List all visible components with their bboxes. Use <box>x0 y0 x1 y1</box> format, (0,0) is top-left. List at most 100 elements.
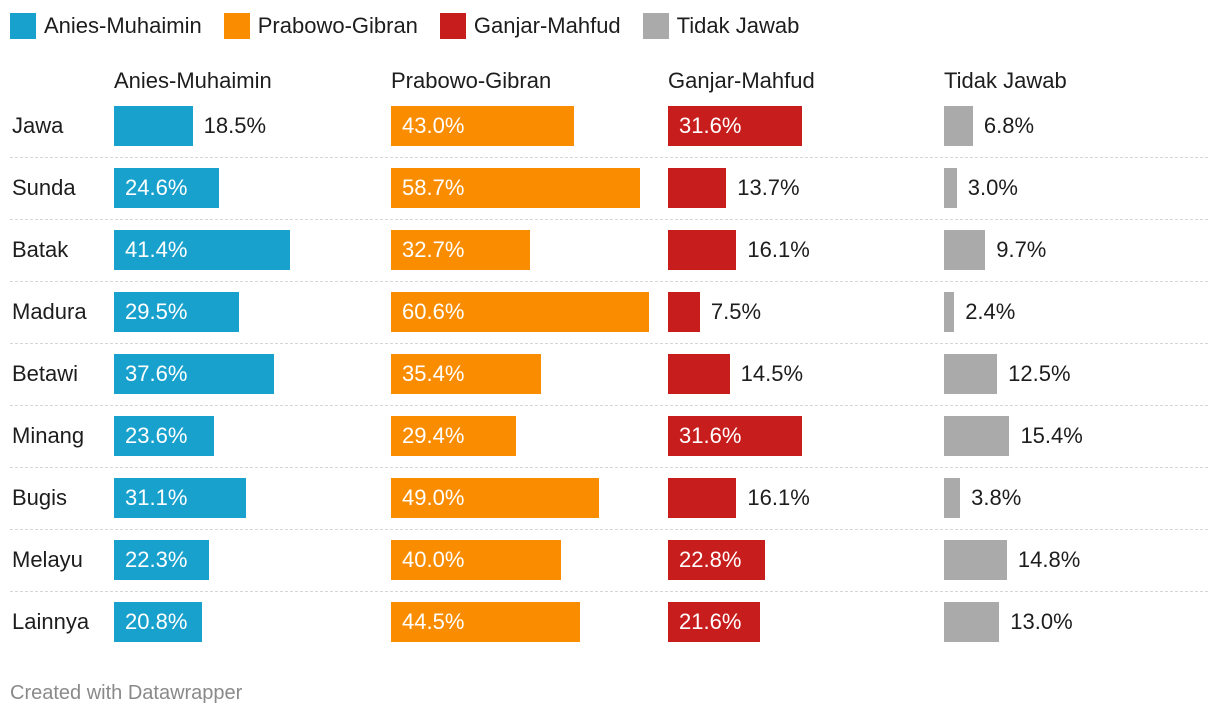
value-label-tidak-jawab-betawi: 12.5% <box>1008 361 1071 386</box>
bar-prabowo-gibran-jawa <box>391 106 574 146</box>
bar-tidak-jawab-madura <box>944 292 955 332</box>
value-label-ganjar-mahfud-batak: 16.1% <box>747 237 810 262</box>
bar-prabowo-gibran-betawi <box>391 354 542 394</box>
value-label-prabowo-gibran-minang: 29.4% <box>402 423 465 448</box>
column-header-prabowo-gibran: Prabowo-Gibran <box>391 68 552 93</box>
bar-anies-muhaimin-sunda <box>114 168 219 208</box>
bar-ganjar-mahfud-lainnya <box>668 602 760 642</box>
bar-prabowo-gibran-lainnya <box>391 602 581 642</box>
bar-tidak-jawab-jawa <box>944 106 973 146</box>
value-label-tidak-jawab-bugis: 3.8% <box>971 485 1022 510</box>
bar-prabowo-gibran-bugis <box>391 478 600 518</box>
row-divider <box>10 343 1208 344</box>
bar-prabowo-gibran-minang <box>391 416 516 456</box>
bar-anies-muhaimin-melayu <box>114 540 209 580</box>
bar-prabowo-gibran-madura <box>391 292 649 332</box>
legend-swatch <box>10 13 36 39</box>
row-label-betawi: Betawi <box>12 361 79 386</box>
legend-label: Ganjar-Mahfud <box>473 13 621 38</box>
value-label-ganjar-mahfud-sunda: 13.7% <box>737 175 800 200</box>
value-label-prabowo-gibran-madura: 60.6% <box>402 299 465 324</box>
value-label-prabowo-gibran-bugis: 49.0% <box>402 485 465 510</box>
bar-anies-muhaimin-minang <box>114 416 215 456</box>
bar-tidak-jawab-sunda <box>944 168 957 208</box>
legend-item-ganjar-mahfud: Ganjar-Mahfud <box>439 13 621 39</box>
value-label-anies-muhaimin-sunda: 24.6% <box>125 175 188 200</box>
row-divider <box>10 405 1208 406</box>
bar-tidak-jawab-minang <box>944 416 1010 456</box>
value-label-prabowo-gibran-jawa: 43.0% <box>402 113 465 138</box>
legend-swatch <box>223 13 250 39</box>
value-label-tidak-jawab-batak: 9.7% <box>996 237 1047 262</box>
bar-tidak-jawab-lainnya <box>944 602 1000 642</box>
bar-ganjar-mahfud-bugis <box>668 478 737 518</box>
row-divider <box>10 467 1208 468</box>
bar-ganjar-mahfud-minang <box>668 416 803 456</box>
row-divider <box>10 157 1208 158</box>
row-label-minang: Minang <box>12 423 85 448</box>
bar-tidak-jawab-melayu <box>944 540 1007 580</box>
legend-label: Anies-Muhaimin <box>44 13 202 38</box>
column-header-ganjar-mahfud: Ganjar-Mahfud <box>668 68 815 93</box>
value-label-tidak-jawab-lainnya: 13.0% <box>1010 609 1073 634</box>
row-divider <box>10 281 1208 282</box>
value-label-ganjar-mahfud-minang: 31.6% <box>679 423 742 448</box>
value-label-ganjar-mahfud-betawi: 14.5% <box>740 361 804 386</box>
bar-prabowo-gibran-melayu <box>391 540 561 580</box>
legend-swatch <box>439 13 466 39</box>
value-label-ganjar-mahfud-melayu: 22.8% <box>679 547 742 572</box>
legend-item-prabowo-gibran: Prabowo-Gibran <box>223 13 418 39</box>
value-label-prabowo-gibran-batak: 32.7% <box>402 237 465 262</box>
value-label-anies-muhaimin-bugis: 31.1% <box>125 485 188 510</box>
legend-item-anies-muhaimin: Anies-Muhaimin <box>10 13 202 39</box>
bar-anies-muhaimin-bugis <box>114 478 247 518</box>
bar-prabowo-gibran-batak <box>391 230 530 270</box>
bar-prabowo-gibran-sunda <box>391 168 641 208</box>
legend-label: Prabowo-Gibran <box>257 13 418 38</box>
value-label-anies-muhaimin-betawi: 37.6% <box>125 361 188 386</box>
row-divider <box>10 591 1208 592</box>
bar-tidak-jawab-betawi <box>944 354 998 394</box>
bar-anies-muhaimin-madura <box>114 292 240 332</box>
value-label-ganjar-mahfud-madura: 7.5% <box>710 299 762 324</box>
value-label-ganjar-mahfud-lainnya: 21.6% <box>679 609 742 634</box>
value-label-anies-muhaimin-jawa: 18.5% <box>203 113 267 138</box>
value-label-tidak-jawab-melayu: 14.8% <box>1017 547 1081 572</box>
value-label-tidak-jawab-sunda: 3.0% <box>967 175 1018 200</box>
footer-credit: Created with Datawrapper <box>10 682 243 704</box>
bar-ganjar-mahfud-betawi <box>668 354 730 394</box>
value-label-ganjar-mahfud-bugis: 16.1% <box>747 485 810 510</box>
row-divider <box>10 529 1208 530</box>
bar-anies-muhaimin-batak <box>114 230 290 270</box>
value-label-prabowo-gibran-melayu: 40.0% <box>402 547 465 572</box>
value-label-anies-muhaimin-melayu: 22.3% <box>125 547 188 572</box>
bar-tidak-jawab-bugis <box>944 478 961 518</box>
value-label-anies-muhaimin-madura: 29.5% <box>125 299 188 324</box>
bar-anies-muhaimin-betawi <box>114 354 274 394</box>
value-label-prabowo-gibran-sunda: 58.7% <box>402 175 465 200</box>
value-label-ganjar-mahfud-jawa: 31.6% <box>679 113 742 138</box>
legend-item-tidak-jawab: Tidak Jawab <box>642 13 800 39</box>
value-label-anies-muhaimin-lainnya: 20.8% <box>125 609 188 634</box>
row-label-lainnya: Lainnya <box>12 609 90 634</box>
row-label-sunda: Sunda <box>12 175 76 200</box>
legend: Anies-Muhaimin Prabowo-Gibran Ganjar-Mahfu… <box>10 11 821 41</box>
row-label-jawa: Jawa <box>12 113 64 138</box>
value-label-prabowo-gibran-lainnya: 44.5% <box>402 609 465 634</box>
value-label-tidak-jawab-madura: 2.4% <box>965 299 1016 324</box>
value-label-anies-muhaimin-batak: 41.4% <box>125 237 188 262</box>
column-header-tidak-jawab: Tidak Jawab <box>944 68 1067 93</box>
bar-ganjar-mahfud-batak <box>668 230 737 270</box>
row-label-melayu: Melayu <box>12 547 83 572</box>
value-label-tidak-jawab-minang: 15.4% <box>1020 423 1083 448</box>
bar-ganjar-mahfud-melayu <box>668 540 765 580</box>
row-label-batak: Batak <box>12 237 69 262</box>
value-label-prabowo-gibran-betawi: 35.4% <box>402 361 465 386</box>
row-label-bugis: Bugis <box>12 485 68 510</box>
value-label-anies-muhaimin-minang: 23.6% <box>125 423 188 448</box>
row-label-madura: Madura <box>12 299 87 324</box>
legend-label: Tidak Jawab <box>676 13 800 38</box>
bar-tidak-jawab-batak <box>944 230 986 270</box>
row-divider <box>10 219 1208 220</box>
